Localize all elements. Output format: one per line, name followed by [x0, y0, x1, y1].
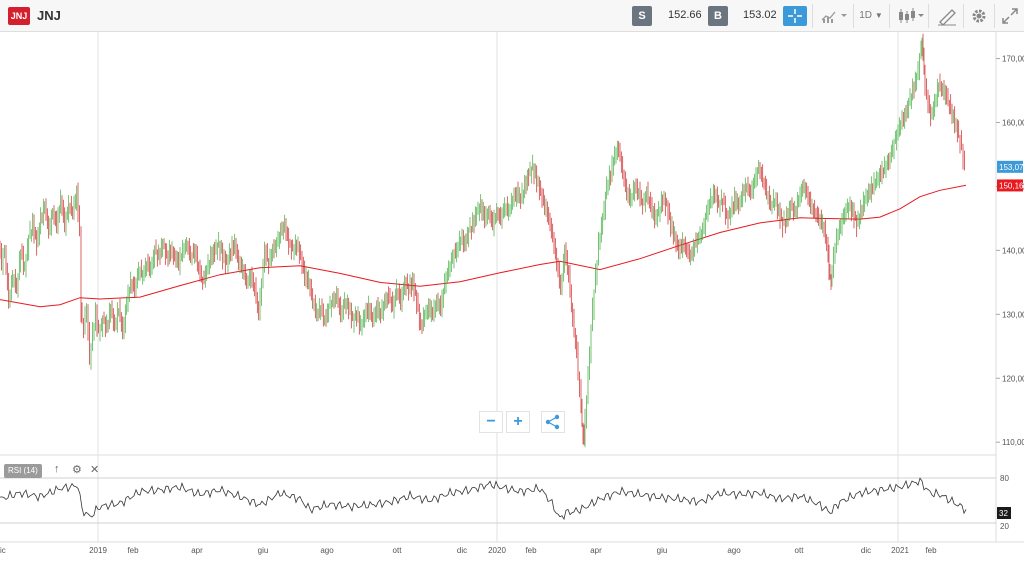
timeframe-dropdown[interactable]: 1D ▼ — [856, 4, 886, 28]
draw-tools-button[interactable] — [934, 4, 960, 28]
plus-icon: + — [513, 413, 523, 430]
price-tick-label: 170,00 — [1002, 55, 1024, 64]
instrument-symbol: JNJ — [37, 8, 61, 23]
price-tick-label: 110,00 — [1002, 438, 1024, 447]
moving-average-line — [0, 184, 967, 308]
price-tick-label: 120,00 — [1002, 374, 1024, 383]
crosshair-button[interactable] — [783, 6, 807, 26]
minus-icon: − — [486, 413, 496, 430]
arrow-up-icon: ↑ — [54, 463, 60, 475]
top-toolbar: JNJ JNJ S 152.66 B 153.02 1D ▼ — [0, 0, 1024, 32]
gear-icon — [972, 9, 986, 23]
crosshair-icon — [788, 9, 802, 23]
time-axis-label: dic — [861, 546, 871, 555]
rsi-upper-label: 80 — [1000, 474, 1009, 483]
candlestick-icon — [899, 8, 924, 23]
rsi-value-label: 32 — [999, 509, 1008, 518]
price-chart[interactable]: 170,00160,00150,00140,00130,00120,00110,… — [0, 32, 1024, 563]
time-axis-label: ott — [795, 546, 805, 555]
time-axis-label: ago — [727, 546, 741, 555]
time-axis-label: ago — [320, 546, 334, 555]
price-tick-label: 130,00 — [1002, 310, 1024, 319]
ma-value-badge — [997, 179, 1023, 192]
time-axis-label: 2019 — [89, 546, 107, 555]
zoom-out-button[interactable]: − — [479, 411, 503, 433]
rsi-move-up-button[interactable]: ↑ — [54, 463, 60, 475]
sell-price: 152.66 — [668, 9, 702, 21]
company-logo: JNJ — [8, 7, 30, 25]
time-axis-label: feb — [925, 546, 937, 555]
time-axis-label: dic — [457, 546, 467, 555]
time-axis-label: feb — [525, 546, 537, 555]
rsi-indicator-label[interactable]: RSI (14) — [4, 464, 42, 478]
sell-button[interactable]: S — [632, 6, 652, 26]
rsi-lower-label: 20 — [1000, 522, 1009, 531]
buy-price: 153.02 — [743, 9, 777, 21]
buy-button[interactable]: B — [708, 6, 728, 26]
share-icon — [545, 414, 560, 430]
pencil-icon — [938, 9, 956, 26]
time-axis-label: ott — [393, 546, 403, 555]
fullscreen-button[interactable] — [997, 4, 1023, 28]
chevron-down-icon: ▼ — [874, 11, 883, 20]
indicators-button[interactable] — [818, 4, 850, 28]
indicators-icon — [821, 11, 847, 23]
chart-type-button[interactable] — [893, 4, 927, 28]
time-axis-label: apr — [590, 546, 602, 555]
last-price-label: 153,07 — [999, 163, 1024, 172]
rsi-value-badge — [997, 507, 1011, 519]
time-axis-label: feb — [127, 546, 139, 555]
time-axis-label: giu — [258, 546, 269, 555]
share-button[interactable] — [541, 411, 565, 433]
rsi-settings-button[interactable]: ⚙ — [72, 463, 82, 476]
time-axis-label: 2020 — [488, 546, 506, 555]
rsi-close-button[interactable]: ✕ — [90, 463, 99, 476]
time-axis-label: giu — [657, 546, 668, 555]
rsi-line — [0, 477, 967, 521]
expand-icon — [1002, 8, 1018, 24]
price-tick-label: 140,00 — [1002, 246, 1024, 255]
time-axis-label: apr — [191, 546, 203, 555]
price-tick-label: 160,00 — [1002, 119, 1024, 128]
zoom-in-button[interactable]: + — [506, 411, 530, 433]
last-price-badge — [997, 160, 1023, 173]
settings-button[interactable] — [966, 4, 992, 28]
time-axis-label: ic — [0, 546, 6, 555]
time-axis-label: 2021 — [891, 546, 909, 555]
ma-value-label: 150,16 — [999, 181, 1024, 190]
timeframe-value: 1D — [859, 10, 873, 21]
close-icon: ✕ — [90, 464, 100, 476]
gear-icon: ⚙ — [72, 464, 82, 476]
